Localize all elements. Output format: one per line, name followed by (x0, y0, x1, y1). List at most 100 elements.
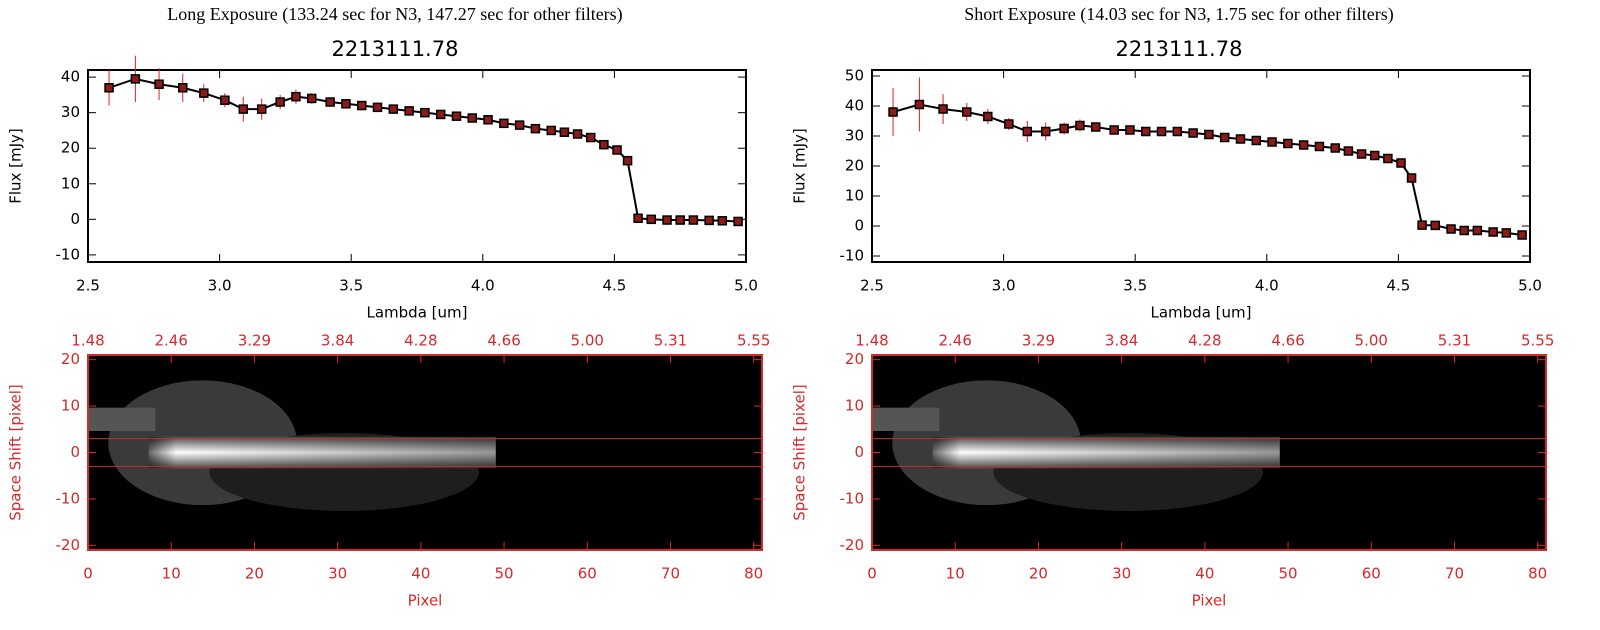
data-point (675, 215, 685, 225)
x-tick-label: 70 (1445, 565, 1464, 583)
data-point (1125, 125, 1135, 135)
y-axis-label: Space Shift [pixel] (791, 384, 809, 521)
x-tick-label: 4.5 (602, 277, 626, 295)
x-axis-label: Pixel (1192, 592, 1227, 610)
data-point (1343, 146, 1354, 156)
x2-tick-label: 1.48 (855, 332, 888, 350)
data-point (1004, 119, 1014, 129)
x2-tick-label: 5.00 (571, 332, 604, 350)
y-tick-label: 0 (854, 217, 864, 235)
x-tick-label: 10 (946, 565, 965, 583)
x-tick-label: 2.5 (860, 277, 884, 295)
data-point (662, 215, 672, 225)
y-tick-label: 40 (61, 68, 80, 86)
x2-tick-label: 1.48 (71, 332, 104, 350)
x-tick-label: 30 (1112, 565, 1131, 583)
data-point (733, 216, 743, 227)
image-band-shade (932, 436, 1280, 469)
data-point (612, 145, 622, 155)
data-point (1383, 153, 1393, 164)
y-tick-label: 20 (61, 350, 80, 368)
x2-tick-label: 5.31 (1438, 332, 1471, 350)
data-point (1090, 122, 1101, 132)
x2-tick-label: 4.28 (404, 332, 437, 350)
data-point (1283, 138, 1293, 149)
data-line (108, 77, 739, 223)
x-tick-label: 5.0 (1518, 277, 1542, 295)
image-haze (88, 407, 156, 432)
x-tick-label: 20 (1029, 565, 1048, 583)
x-tick-label: 60 (1362, 565, 1381, 583)
data-point (154, 79, 164, 89)
data-point (1330, 143, 1340, 153)
data-point (372, 102, 383, 113)
data-point (1356, 149, 1367, 159)
data-point (633, 213, 643, 224)
data-point (888, 107, 898, 117)
y-tick-label: 10 (845, 397, 864, 415)
x-tick-label: 20 (245, 565, 264, 583)
y-axis-label: Space Shift [pixel] (7, 384, 25, 521)
x-tick-label: 40 (411, 565, 430, 583)
data-point (530, 123, 541, 134)
data-point (1219, 132, 1230, 143)
data-point (622, 155, 633, 166)
data-point (1059, 123, 1069, 134)
data-point (1109, 125, 1119, 135)
data-point (1406, 173, 1417, 183)
x2-tick-label: 3.29 (238, 332, 271, 350)
panel-title: Long Exposure (133.24 sec for N3, 147.27… (167, 4, 622, 25)
data-point (1075, 120, 1085, 131)
data-line (892, 103, 1523, 236)
x-tick-label: 3.5 (1123, 277, 1147, 295)
data-point (938, 104, 948, 114)
data-point (1488, 227, 1498, 237)
data-point (1172, 126, 1183, 137)
x-tick-label: 2.5 (76, 277, 100, 295)
x-axis-label: Pixel (408, 592, 443, 610)
y-tick-label: -10 (840, 247, 865, 265)
x2-tick-label: 4.66 (487, 332, 520, 350)
x-tick-label: 70 (661, 565, 680, 583)
data-point (341, 99, 351, 109)
y-tick-label: 50 (845, 67, 864, 85)
data-point (306, 93, 317, 104)
data-point (435, 109, 446, 120)
x-tick-label: 60 (578, 565, 597, 583)
data-point (688, 215, 699, 225)
data-point (1040, 126, 1051, 137)
data-point (1298, 140, 1309, 150)
y-tick-label: 30 (61, 103, 80, 121)
x-tick-label: 40 (1195, 565, 1214, 583)
data-point (420, 107, 430, 118)
y-tick-label: 10 (61, 174, 80, 192)
x-axis-label: Lambda [um] (1151, 304, 1252, 322)
data-point (1472, 225, 1483, 236)
image-band-shade (148, 436, 496, 469)
x-axis-label: Lambda [um] (367, 304, 468, 322)
y-tick-label: 20 (61, 139, 80, 157)
data-point (1251, 135, 1262, 146)
data-point (130, 74, 141, 84)
data-point (499, 118, 509, 129)
x2-tick-label: 2.46 (939, 332, 972, 350)
x2-tick-label: 3.84 (321, 332, 354, 350)
data-point (1459, 225, 1469, 236)
y-tick-label: 30 (845, 127, 864, 145)
y-tick-label: -20 (840, 536, 865, 554)
data-point (1235, 134, 1246, 144)
data-point (646, 214, 656, 225)
x2-tick-label: 5.55 (1521, 332, 1554, 350)
data-point (546, 125, 556, 136)
data-point (1517, 230, 1527, 240)
data-point (585, 132, 596, 143)
data-point (983, 111, 993, 122)
x2-tick-label: 2.46 (155, 332, 188, 350)
y-tick-label: 0 (70, 443, 80, 461)
data-point (467, 113, 478, 123)
x2-tick-label: 3.29 (1022, 332, 1055, 350)
data-point (1314, 141, 1325, 152)
y-tick-label: -10 (56, 489, 81, 507)
y-tick-label: 10 (845, 187, 864, 205)
data-point (104, 83, 114, 93)
